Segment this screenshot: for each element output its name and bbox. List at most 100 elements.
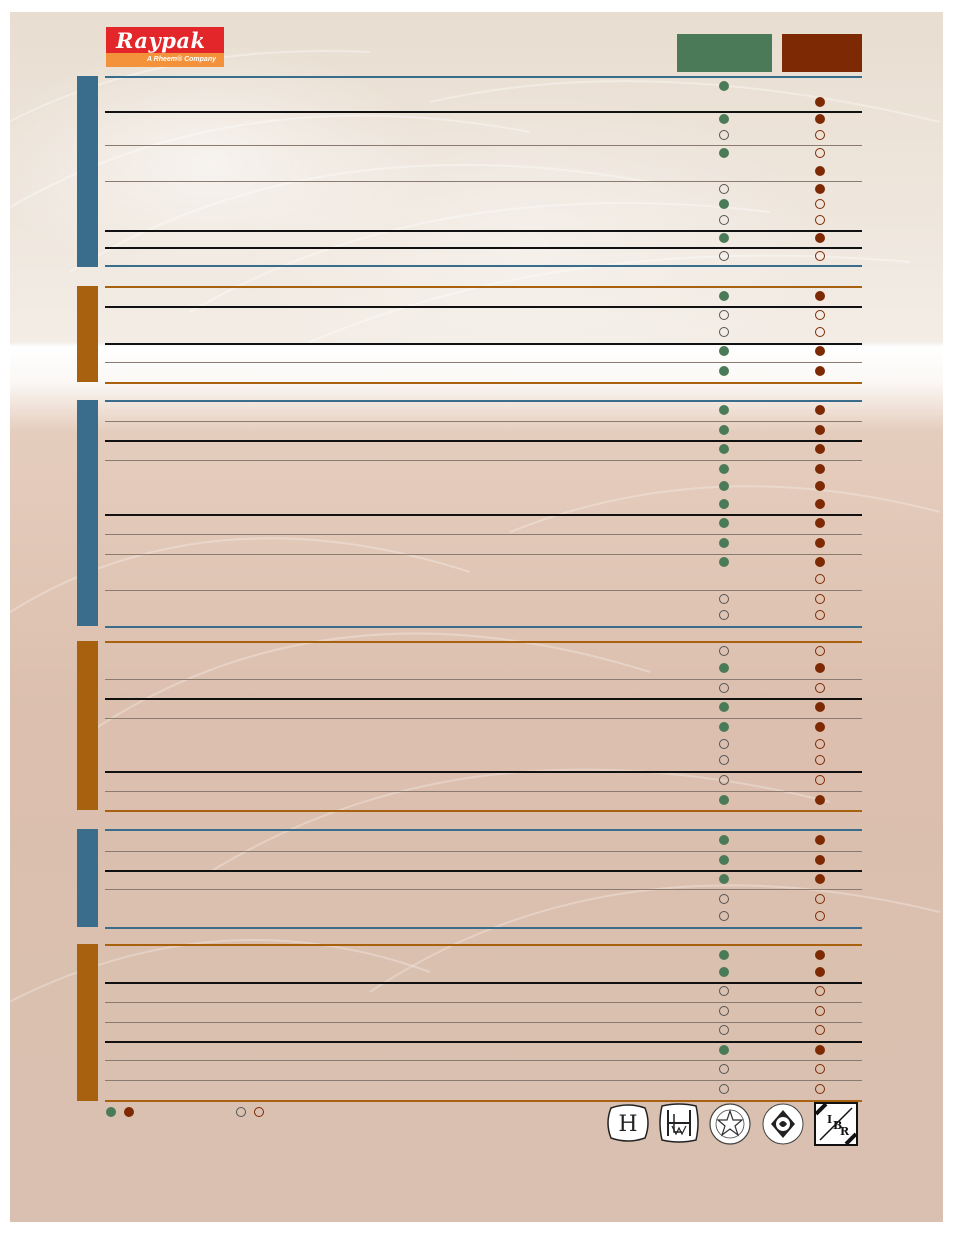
empty-circle-icon bbox=[719, 986, 729, 996]
row-divider bbox=[105, 982, 862, 984]
row-divider bbox=[105, 810, 862, 812]
legend-optional-green-icon bbox=[236, 1107, 246, 1117]
row-divider bbox=[105, 265, 862, 267]
filled-circle-icon bbox=[719, 1045, 729, 1055]
section-bar bbox=[77, 641, 98, 810]
empty-circle-icon bbox=[815, 130, 825, 140]
row-divider bbox=[105, 698, 862, 700]
row-divider bbox=[105, 554, 862, 555]
svg-text:I: I bbox=[827, 1113, 832, 1126]
filled-circle-icon bbox=[719, 663, 729, 673]
filled-circle-icon bbox=[719, 114, 729, 124]
filled-circle-icon bbox=[719, 518, 729, 528]
row-divider bbox=[105, 1041, 862, 1043]
empty-circle-icon bbox=[815, 1006, 825, 1016]
filled-circle-icon bbox=[719, 557, 729, 567]
filled-circle-icon bbox=[815, 97, 825, 107]
filled-circle-icon bbox=[719, 538, 729, 548]
row-divider bbox=[105, 382, 862, 384]
legend-optional-brown-icon bbox=[254, 1107, 264, 1117]
filled-circle-icon bbox=[815, 538, 825, 548]
filled-circle-icon bbox=[719, 405, 729, 415]
row-divider bbox=[105, 944, 862, 946]
filled-circle-icon bbox=[815, 481, 825, 491]
filled-circle-icon bbox=[815, 874, 825, 884]
row-divider bbox=[105, 230, 862, 232]
row-divider bbox=[105, 247, 862, 249]
row-divider bbox=[105, 1080, 862, 1081]
filled-circle-icon bbox=[815, 444, 825, 454]
empty-circle-icon bbox=[719, 683, 729, 693]
empty-circle-icon bbox=[815, 683, 825, 693]
empty-circle-icon bbox=[815, 327, 825, 337]
filled-circle-icon bbox=[815, 702, 825, 712]
svg-text:R: R bbox=[840, 1125, 850, 1138]
row-divider bbox=[105, 791, 862, 792]
empty-circle-icon bbox=[719, 184, 729, 194]
legend-standard-brown-icon bbox=[124, 1107, 134, 1117]
filled-circle-icon bbox=[815, 518, 825, 528]
empty-circle-icon bbox=[815, 1084, 825, 1094]
filled-circle-icon bbox=[719, 835, 729, 845]
row-divider bbox=[105, 343, 862, 345]
row-divider bbox=[105, 534, 862, 535]
filled-circle-icon bbox=[815, 722, 825, 732]
empty-circle-icon bbox=[719, 646, 729, 656]
empty-circle-icon bbox=[815, 1025, 825, 1035]
row-divider bbox=[105, 851, 862, 852]
filled-circle-icon bbox=[815, 967, 825, 977]
filled-circle-icon bbox=[815, 184, 825, 194]
row-divider bbox=[105, 145, 862, 146]
filled-circle-icon bbox=[719, 346, 729, 356]
empty-circle-icon bbox=[719, 1006, 729, 1016]
empty-circle-icon bbox=[719, 1064, 729, 1074]
empty-circle-icon bbox=[719, 215, 729, 225]
svg-text:B: B bbox=[833, 1119, 842, 1132]
filled-circle-icon bbox=[719, 366, 729, 376]
filled-circle-icon bbox=[815, 835, 825, 845]
hlw-stamp-badge-icon bbox=[659, 1103, 699, 1143]
filled-circle-icon bbox=[719, 950, 729, 960]
filled-circle-icon bbox=[719, 499, 729, 509]
filled-circle-icon bbox=[815, 291, 825, 301]
logo-tagline: A Rheem® Company bbox=[106, 53, 224, 67]
filled-circle-icon bbox=[815, 950, 825, 960]
row-divider bbox=[105, 421, 862, 422]
empty-circle-icon bbox=[815, 739, 825, 749]
empty-circle-icon bbox=[815, 199, 825, 209]
row-divider bbox=[105, 679, 862, 680]
row-divider bbox=[105, 829, 862, 831]
empty-circle-icon bbox=[815, 310, 825, 320]
row-divider bbox=[105, 286, 862, 288]
row-divider bbox=[105, 306, 862, 308]
svg-text:H: H bbox=[618, 1112, 637, 1137]
star-seal-badge-icon bbox=[709, 1103, 751, 1145]
filled-circle-icon bbox=[815, 663, 825, 673]
row-divider bbox=[105, 870, 862, 872]
row-divider bbox=[105, 889, 862, 890]
row-divider bbox=[105, 440, 862, 442]
filled-circle-icon bbox=[719, 148, 729, 158]
section-bar bbox=[77, 400, 98, 626]
filled-circle-icon bbox=[719, 967, 729, 977]
empty-circle-icon bbox=[719, 594, 729, 604]
empty-circle-icon bbox=[815, 1064, 825, 1074]
empty-circle-icon bbox=[815, 251, 825, 261]
row-divider bbox=[105, 514, 862, 516]
filled-circle-icon bbox=[815, 464, 825, 474]
empty-circle-icon bbox=[719, 894, 729, 904]
background-texture bbox=[10, 50, 941, 1003]
empty-circle-icon bbox=[815, 775, 825, 785]
empty-circle-icon bbox=[719, 130, 729, 140]
filled-circle-icon bbox=[719, 425, 729, 435]
empty-circle-icon bbox=[815, 986, 825, 996]
empty-circle-icon bbox=[815, 148, 825, 158]
row-divider bbox=[105, 1002, 862, 1003]
row-divider bbox=[105, 718, 862, 719]
row-divider bbox=[105, 111, 862, 113]
empty-circle-icon bbox=[815, 215, 825, 225]
filled-circle-icon bbox=[815, 795, 825, 805]
empty-circle-icon bbox=[815, 610, 825, 620]
section-bar bbox=[77, 829, 98, 927]
empty-circle-icon bbox=[719, 739, 729, 749]
